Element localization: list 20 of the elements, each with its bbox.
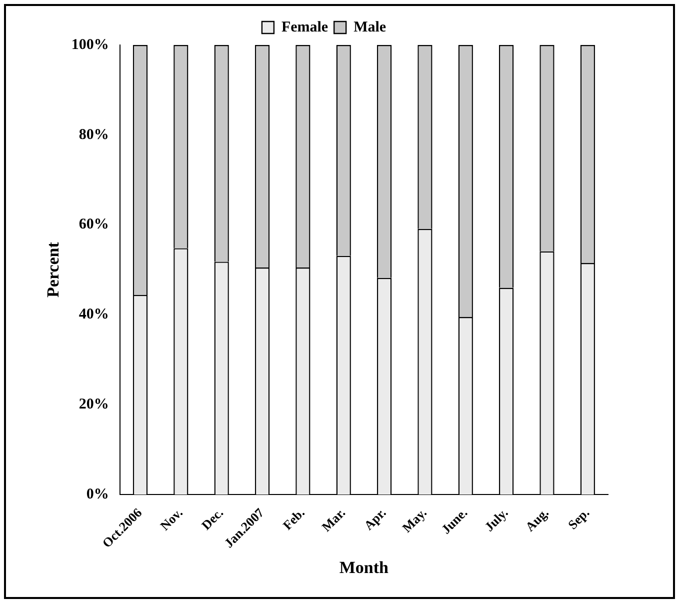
legend-label: Male [354, 19, 386, 36]
x-tick-label: Aug. [522, 504, 552, 534]
x-tick-label: Feb. [280, 504, 308, 533]
y-tick-label: 40% [78, 306, 109, 323]
y-axis-title: Percent [44, 242, 63, 298]
y-tick-label: 20% [78, 396, 109, 413]
x-tick-label: Nov. [157, 504, 186, 534]
legend-label: Female [281, 19, 328, 36]
x-tick-label: June. [438, 504, 470, 537]
x-axis-title: Month [339, 558, 390, 578]
x-tick-label: July. [482, 504, 511, 534]
y-tick-label: 80% [78, 126, 109, 143]
y-tick-label: 60% [78, 216, 109, 233]
x-tick-label: Dec. [198, 504, 226, 533]
x-tick-label: Sep. [564, 504, 592, 532]
y-tick-label: 0% [86, 486, 109, 502]
x-tick-label: May. [399, 504, 430, 536]
y-tick-label: 100% [71, 36, 109, 53]
x-tick-label: Apr. [360, 504, 389, 533]
x-tick-label: Mar. [318, 504, 348, 534]
